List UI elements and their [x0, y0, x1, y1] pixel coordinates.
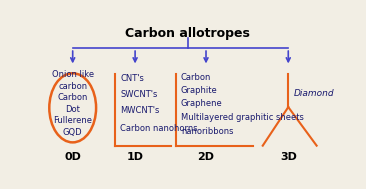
Text: 0D: 0D — [64, 152, 81, 162]
Text: Carbon: Carbon — [181, 73, 211, 82]
Text: 2D: 2D — [198, 152, 214, 162]
Text: MWCNT's: MWCNT's — [120, 106, 160, 115]
Text: Graphite: Graphite — [181, 86, 217, 95]
Text: Graphene: Graphene — [181, 99, 223, 108]
Text: Diamond: Diamond — [294, 89, 335, 98]
Text: Carbon allotropes: Carbon allotropes — [125, 27, 250, 40]
Text: nanoribbons: nanoribbons — [181, 127, 233, 136]
Text: Onion like
carbon
Carbon
Dot
Fullerene
GQD: Onion like carbon Carbon Dot Fullerene G… — [52, 70, 94, 137]
Text: Carbon nanohorns: Carbon nanohorns — [120, 124, 198, 133]
Text: 3D: 3D — [280, 152, 297, 162]
Text: 1D: 1D — [127, 152, 143, 162]
Text: Multilayered graphitic sheets: Multilayered graphitic sheets — [181, 113, 304, 122]
Text: SWCNT's: SWCNT's — [120, 90, 158, 99]
Text: CNT's: CNT's — [120, 74, 144, 83]
